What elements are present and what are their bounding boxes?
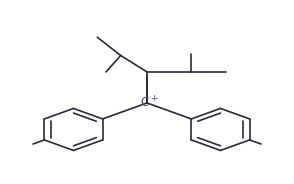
Text: +: +	[150, 94, 157, 103]
Text: C: C	[140, 96, 148, 109]
